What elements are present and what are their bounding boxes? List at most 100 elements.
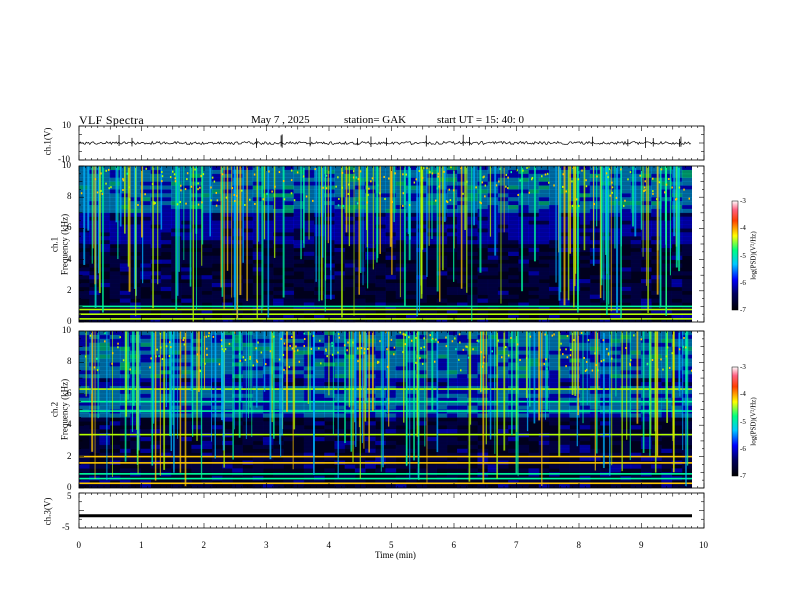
spectrogram-ch1-cell [405,169,417,175]
spectrogram-ch1-streak [239,166,242,296]
spectrogram-ch1-cell [273,290,284,295]
spectrogram-ch1-streak [614,166,616,249]
spectrogram-ch2-cell [395,331,407,336]
spectrogram-ch2-cell [334,480,346,485]
spectrogram-ch2-cell [559,342,570,347]
spectrogram-ch1-cell [467,298,478,303]
spectrogram-ch1-speck [161,175,164,178]
spectrogram-ch2-cell [252,456,264,461]
spectrogram-ch2-cell [457,358,468,363]
spectrogram-ch2-speck [625,346,627,349]
spectrogram-ch2-cell [109,382,121,387]
spectrogram-ch2-cell [579,350,591,355]
spectrogram-ch2-cell [436,480,448,485]
spectrogram-ch1-streak [418,166,421,312]
spectrogram-ch2-streak [576,331,578,447]
spectrogram-ch2-cell [313,362,325,367]
spectrogram-ch1-cell [365,193,376,198]
spectrogram-ch1-cell [273,169,284,175]
spectrogram-ch1-cell [610,298,621,303]
spectrogram-ch1-cell [630,259,642,264]
spectrogram-ch1-cell [99,244,111,249]
spectrogram-ch1-cell [477,244,489,249]
spectrogram-ch1-streak [503,166,505,233]
spectrogram-ch2-cell [457,385,468,391]
spectrogram-ch2-cell [232,385,243,391]
spectrogram-ch2-cell [170,338,182,344]
spectrogram-ch2-speck [393,346,396,349]
spectrogram-ch2-cell [416,338,427,344]
spectrogram-ch2-cell [640,370,652,375]
spectrogram-ch1-cell [681,185,693,190]
spectrogram-ch2-cell [242,370,254,375]
spectrogram-ch2-cell [548,401,560,406]
spectrogram-ch2-speck [384,331,387,334]
spectrogram-ch1-speck [268,170,270,173]
spectrogram-ch1-cell [630,302,642,307]
spectrogram-ch2-cell [508,393,519,399]
spectrogram-ch2-cell [365,358,376,363]
spectrogram-ch1-cell [252,169,264,175]
spectrogram-ch1-cell [150,212,162,217]
spectrogram-ch2-cell [548,374,560,379]
spectrogram-ch2-cell [293,382,305,387]
spectrogram-ch2-cell [640,346,652,351]
spectrogram-ch1-streak [362,166,364,286]
spectrogram-ch1-cell [365,275,376,280]
spectrogram-ch1-cell [436,298,448,303]
spectrogram-ch1-cell [467,181,478,186]
spectrogram-ch1-speck [126,172,129,175]
spectrogram-ch1-cell [518,263,530,268]
spectrogram-ch2-cell [548,362,560,367]
spectrogram-ch1-cell [334,212,346,217]
spectrogram-ch1-cell [548,251,560,256]
spectrogram-ch1-cell [211,244,223,249]
spectrogram-ch1-cell [630,255,642,260]
spectrogram-ch2-cell [99,385,111,391]
spectrogram-ch2-speck [668,366,671,369]
spectrogram-ch1-cell [375,271,386,276]
spectrogram-ch1-cell [589,232,601,237]
spectrogram-ch1-cell [293,220,305,225]
spectrogram-ch2-speck [607,353,610,356]
spectrogram-ch2-cell [365,362,376,367]
spectrogram-ch1-cell [477,290,489,295]
spectrogram-ch2-cell [548,358,560,363]
spectrogram-ch1-speck [266,192,268,195]
spectrogram-ch2-cell [375,358,386,363]
spectrogram-ch1-streak [318,166,320,302]
spectrogram-ch2-speck [629,362,631,365]
spectrogram-ch2-cell [191,448,203,453]
spectrogram-ch1-cell [446,173,458,178]
spectrogram-ch2-cell [497,350,509,355]
spectrogram-ch2-cell [293,393,305,399]
spectrogram-ch2-streak [352,331,354,463]
spectrogram-ch1-cell [385,251,397,256]
spectrogram-ch2-cell [457,405,468,410]
spectrogram-ch2-cell [600,342,611,347]
spectrogram-ch2-cell [365,464,376,469]
spectrogram-ch1-cell [405,177,417,182]
spectrogram-ch1-cell [303,251,315,256]
spectrogram-ch2-cell [181,370,192,375]
spectrogram-ch2-cell [569,452,581,457]
spectrogram-ch2-cell [293,362,305,367]
spectrogram-ch2-cell [130,393,141,399]
spectrogram-ch1-cell [313,306,325,311]
spectrogram-ch2-streak [138,331,140,451]
spectrogram-ch1-speck [210,186,212,189]
spectrogram-ch2-speck [472,348,474,351]
spectrogram-ch2-cell [273,448,284,453]
spectrogram-ch2-cell [375,480,386,485]
spectrogram-ch2-streak [525,331,528,399]
spectrogram-ch1-cell [150,302,162,307]
spectrogram-ch2-cell [457,456,468,461]
spectrogram-ch1-streak [117,166,119,260]
spectrogram-ch1-cell [518,177,530,182]
spectrogram-ch2-cell [130,421,141,426]
spectrogram-ch1-speck [683,188,685,191]
spectrogram-ch1-speck [484,195,486,198]
spectrogram-ch2-cell [160,429,172,434]
spectrogram-ch1-cell [436,166,448,171]
spectrogram-ch1-band [79,308,692,311]
